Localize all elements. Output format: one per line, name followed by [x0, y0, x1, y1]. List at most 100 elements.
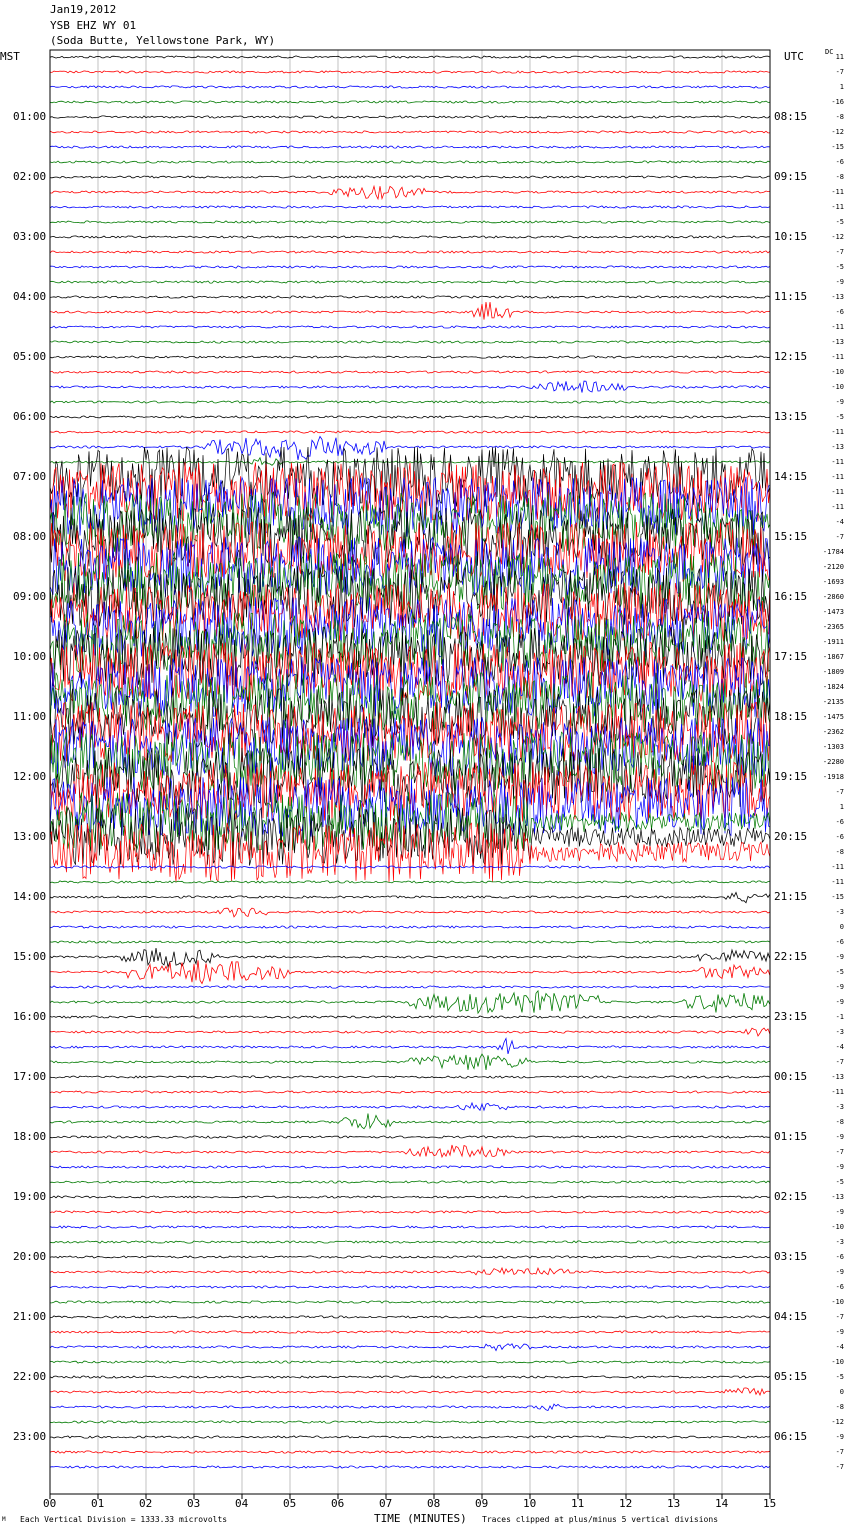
trace-10: [49, 205, 771, 209]
dc-offset: -11: [831, 1088, 844, 1096]
trace-26: [49, 435, 771, 460]
dc-offset: -9: [835, 278, 844, 286]
trace-58: [49, 925, 771, 929]
dc-offset: -8: [835, 1118, 844, 1126]
trace-40: [49, 626, 771, 687]
trace-87: [49, 1360, 771, 1364]
clip-note: Traces clipped at plus/minus 5 vertical …: [482, 1515, 719, 1524]
header-location: (Soda Butte, Yellowstone Park, WY): [50, 34, 276, 47]
trace-31: [49, 491, 771, 552]
dc-offset: -10: [831, 368, 844, 376]
trace-82: [49, 1285, 771, 1289]
dc-offset: -9: [835, 1328, 844, 1336]
dc-offset: -16: [831, 98, 844, 106]
dc-offset: -1824: [822, 683, 844, 691]
dc-offset: -5: [835, 263, 844, 271]
trace-9: [49, 184, 771, 201]
trace-53: [49, 821, 771, 882]
utc-hour-label: 04:15: [774, 1310, 808, 1323]
trace-90: [49, 1403, 771, 1411]
dc-offset: -15: [831, 893, 844, 901]
x-tick-label: 08: [427, 1497, 441, 1510]
seismic-traces: [49, 55, 771, 1469]
dc-offset: -9: [835, 1433, 844, 1441]
trace-29: [49, 461, 771, 523]
x-tick-label: 00: [43, 1497, 57, 1510]
mst-hour-label: 09:00: [13, 590, 47, 603]
x-tick-label: 01: [91, 1497, 105, 1510]
trace-7: [49, 160, 771, 164]
x-tick-label: 05: [283, 1497, 297, 1510]
mst-hour-label: 02:00: [13, 170, 47, 183]
trace-41: [49, 641, 771, 703]
utc-hour-label: 06:15: [774, 1430, 808, 1443]
trace-85: [49, 1330, 771, 1334]
dc-offset: -9: [835, 398, 844, 406]
utc-hour-label: 16:15: [774, 590, 808, 603]
trace-1: [49, 70, 771, 74]
dc-offset: -11: [831, 203, 844, 211]
plot-border: [49, 49, 771, 1495]
trace-44: [49, 687, 771, 748]
dc-offset: -8: [835, 1403, 844, 1411]
dc-offset: -6: [835, 1283, 844, 1291]
dc-offset: -9: [835, 983, 844, 991]
mst-hour-label: 14:00: [13, 890, 47, 903]
dc-offset: -7: [835, 1463, 844, 1471]
dc-offset: -11: [831, 488, 844, 496]
dc-offset: -2860: [822, 593, 844, 601]
trace-33: [49, 520, 771, 582]
dc-offset: -6: [835, 1253, 844, 1261]
dc-offset: -11: [831, 188, 844, 196]
trace-2: [49, 85, 771, 89]
trace-65: [49, 1027, 771, 1037]
dc-offset: -8: [835, 113, 844, 121]
dc-offset: -10: [831, 1358, 844, 1366]
trace-49: [49, 761, 771, 822]
dc-offset: -11: [831, 503, 844, 511]
trace-12: [49, 235, 771, 239]
trace-39: [49, 611, 771, 673]
x-tick-label: 04: [235, 1497, 249, 1510]
dc-offset: -11: [831, 878, 844, 886]
left-axis-title: MST: [0, 50, 20, 63]
trace-72: [49, 1135, 771, 1139]
dc-offset: -5: [835, 413, 844, 421]
utc-hour-label: 15:15: [774, 530, 808, 543]
utc-hour-label: 21:15: [774, 890, 808, 903]
dc-offset: -11: [831, 458, 844, 466]
trace-88: [49, 1375, 771, 1379]
utc-hour-label: 12:15: [774, 350, 808, 363]
trace-19: [49, 340, 771, 344]
trace-11: [49, 220, 771, 224]
trace-63: [49, 989, 771, 1015]
dc-offset: -13: [831, 443, 844, 451]
trace-47: [49, 731, 771, 792]
trace-23: [49, 400, 771, 404]
dc-offset: -10: [831, 1223, 844, 1231]
dc-offset: -1918: [822, 773, 844, 781]
trace-17: [49, 301, 771, 320]
trace-48: [49, 747, 771, 808]
mst-hour-label: 03:00: [13, 230, 47, 243]
trace-0: [49, 55, 771, 59]
mst-hour-label: 11:00: [13, 710, 47, 723]
x-tick-label: 03: [187, 1497, 201, 1510]
right-axis-title: UTC: [784, 50, 804, 63]
trace-37: [49, 582, 771, 643]
dc-offset: -2280: [822, 758, 844, 766]
dc-offset: -1784: [822, 548, 844, 556]
x-tick-label: 13: [667, 1497, 681, 1510]
trace-35: [49, 552, 771, 614]
mst-hour-label: 05:00: [13, 350, 47, 363]
dc-offset: -9: [835, 1163, 844, 1171]
trace-71: [49, 1113, 771, 1130]
trace-62: [49, 985, 771, 989]
header-station: YSB EHZ WY 01: [50, 19, 137, 32]
mst-hour-label: 20:00: [13, 1250, 47, 1263]
trace-24: [49, 415, 771, 419]
dc-offset: -4: [835, 1343, 844, 1351]
plot-frame: [49, 49, 771, 1495]
dc-offset: -1867: [822, 653, 844, 661]
dc-offset: -5: [835, 968, 844, 976]
